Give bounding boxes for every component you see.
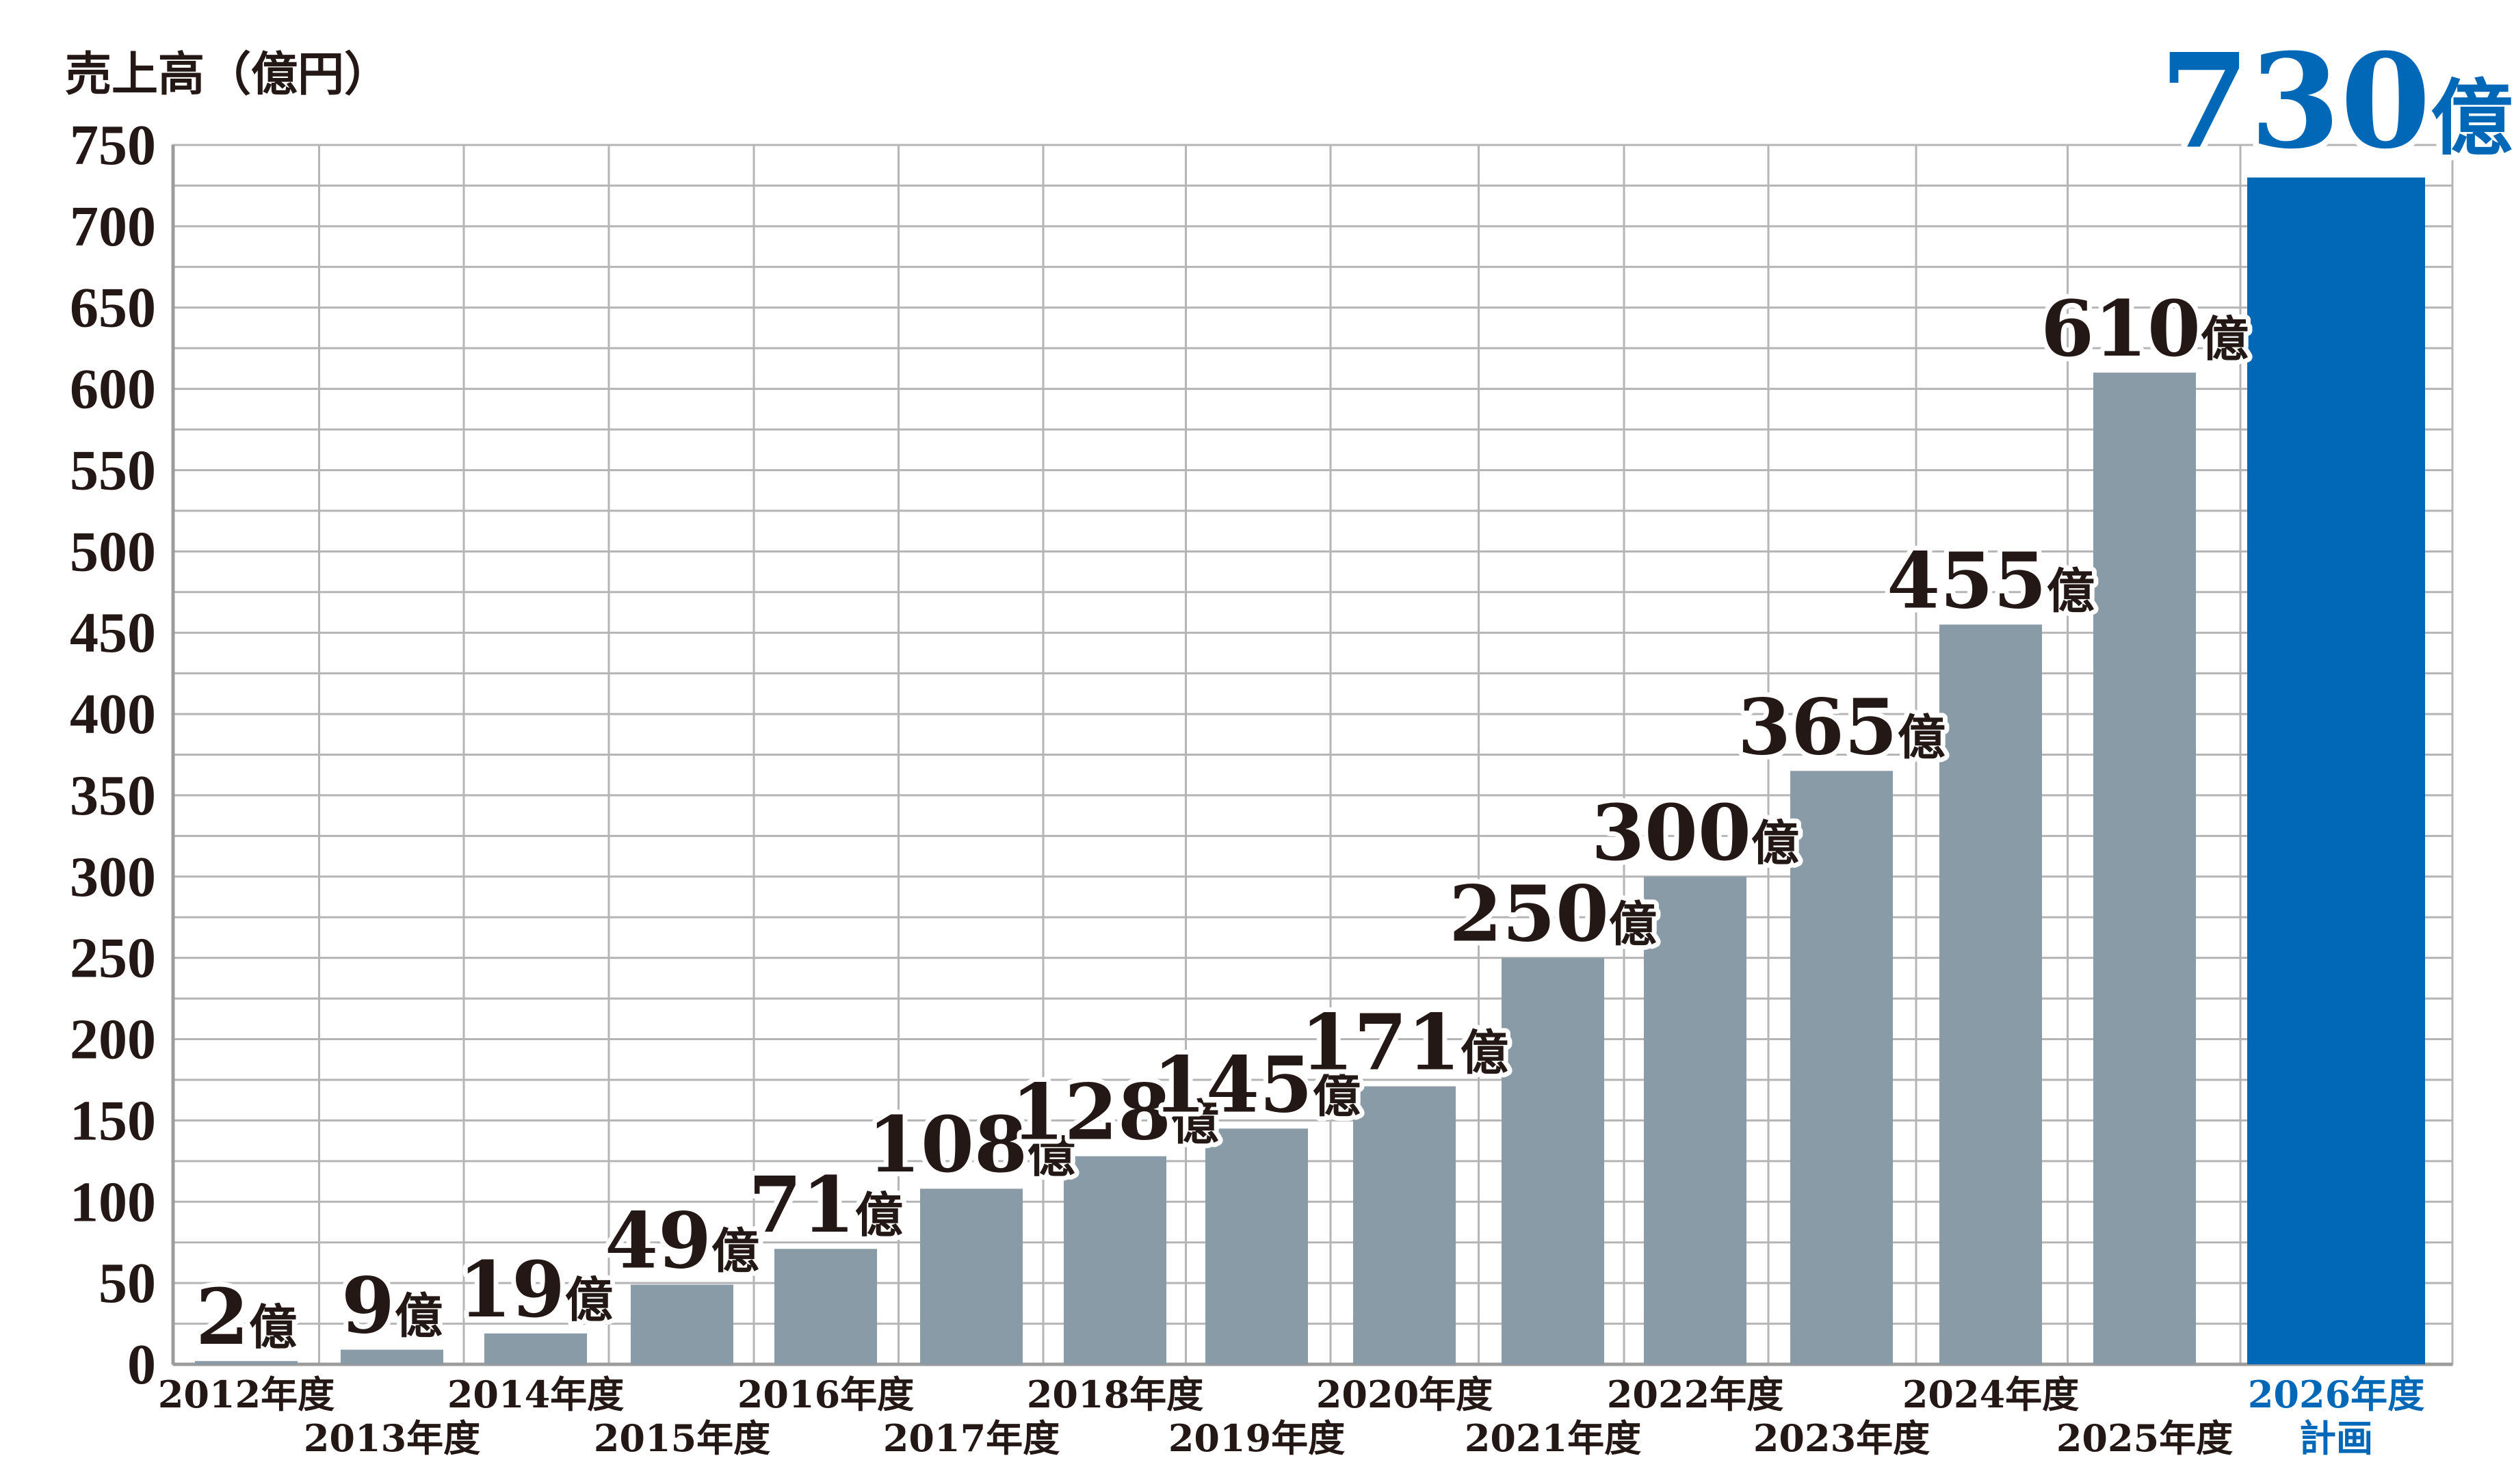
x-tick-label: 2025年度 bbox=[2056, 1416, 2233, 1460]
data-label: 2億 bbox=[196, 1273, 297, 1362]
x-tick-label: 2024年度 bbox=[1902, 1373, 2079, 1416]
bar-highlight bbox=[2247, 177, 2425, 1365]
y-tick-label: 200 bbox=[70, 1008, 156, 1072]
y-tick-label: 600 bbox=[70, 358, 156, 421]
bar bbox=[1644, 876, 1746, 1364]
data-label: 19億 bbox=[458, 1245, 613, 1335]
y-tick-label: 150 bbox=[70, 1089, 156, 1152]
y-tick-label: 250 bbox=[70, 927, 156, 990]
y-tick-label: 50 bbox=[99, 1251, 156, 1315]
x-axis-ticks: 2012年度2013年度2014年度2015年度2016年度2017年度2018… bbox=[158, 1373, 2424, 1460]
bar bbox=[1064, 1156, 1166, 1364]
bar bbox=[631, 1284, 733, 1364]
y-axis-title: 売上高（億円） bbox=[65, 47, 391, 102]
data-label: 300億 bbox=[1591, 789, 1799, 878]
x-tick-label: 2015年度 bbox=[594, 1416, 770, 1460]
y-tick-label: 400 bbox=[70, 683, 156, 746]
bar bbox=[1205, 1128, 1308, 1364]
data-label: 145億 bbox=[1153, 1040, 1361, 1130]
bars bbox=[195, 177, 2425, 1365]
x-tick-label: 2026年度計画 bbox=[2248, 1373, 2424, 1460]
x-tick-label: 2020年度 bbox=[1316, 1373, 1493, 1416]
y-tick-label: 750 bbox=[70, 114, 156, 177]
x-tick-label: 2014年度 bbox=[447, 1373, 624, 1416]
data-label: 365億 bbox=[1738, 683, 1946, 772]
x-tick-label: 2017年度 bbox=[883, 1416, 1060, 1460]
data-label: 455億 bbox=[1887, 536, 2095, 626]
y-tick-label: 300 bbox=[70, 845, 156, 909]
bar bbox=[774, 1249, 877, 1364]
data-label: 171億 bbox=[1300, 998, 1508, 1087]
data-label: 71億 bbox=[748, 1161, 903, 1250]
y-tick-label: 550 bbox=[70, 438, 156, 502]
y-tick-label: 650 bbox=[70, 276, 156, 340]
data-label: 128億 bbox=[1011, 1068, 1219, 1158]
x-tick-label: 2013年度 bbox=[304, 1416, 480, 1460]
data-label: 9億 bbox=[341, 1262, 443, 1351]
bar bbox=[1353, 1086, 1456, 1364]
x-tick-label: 2019年度 bbox=[1168, 1416, 1345, 1460]
y-tick-label: 450 bbox=[70, 601, 156, 665]
y-tick-label: 700 bbox=[70, 195, 156, 259]
bar bbox=[195, 1361, 298, 1364]
bar bbox=[1939, 624, 2042, 1364]
x-tick-label: 2016年度 bbox=[737, 1373, 914, 1416]
data-label: 250億 bbox=[1449, 870, 1657, 959]
data-label-highlight: 730億 bbox=[2160, 25, 2513, 178]
bar bbox=[341, 1349, 443, 1364]
y-tick-label: 500 bbox=[70, 520, 156, 583]
bar bbox=[920, 1189, 1023, 1364]
data-label: 49億 bbox=[605, 1197, 759, 1286]
bar bbox=[2093, 372, 2196, 1364]
x-tick-label: 2012年度 bbox=[158, 1373, 335, 1416]
x-tick-label: 2023年度 bbox=[1753, 1416, 1930, 1460]
data-label: 108億 bbox=[867, 1100, 1075, 1190]
bar bbox=[1790, 771, 1893, 1364]
data-label: 610億 bbox=[2041, 284, 2249, 374]
bar bbox=[484, 1333, 587, 1364]
grid bbox=[171, 144, 2454, 1366]
y-tick-label: 350 bbox=[70, 764, 156, 827]
x-tick-label: 2018年度 bbox=[1027, 1373, 1203, 1416]
bar bbox=[1502, 957, 1604, 1364]
x-tick-label: 2021年度 bbox=[1465, 1416, 1641, 1460]
y-tick-label: 0 bbox=[127, 1333, 156, 1396]
y-axis-ticks: 0 50 100 150 200 250 300 350 400 450 500 550 600 650 7… bbox=[70, 114, 156, 1396]
y-tick-label: 100 bbox=[70, 1170, 156, 1234]
x-tick-label: 2022年度 bbox=[1607, 1373, 1783, 1416]
